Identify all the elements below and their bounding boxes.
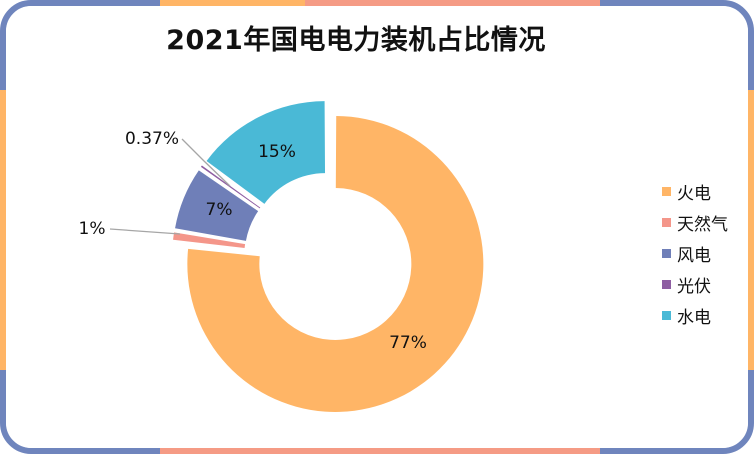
leader-line-4 bbox=[181, 138, 231, 187]
legend-item-4: 光伏 bbox=[662, 269, 742, 300]
slice-4 bbox=[200, 165, 261, 209]
legend-label: 风电 bbox=[677, 246, 711, 266]
legend-label: 火电 bbox=[677, 184, 711, 204]
legend-label: 光伏 bbox=[677, 277, 711, 297]
legend-swatch bbox=[662, 311, 671, 320]
data-label-5: 15% bbox=[258, 142, 296, 162]
data-label-2: 1% bbox=[79, 219, 106, 239]
legend-swatch bbox=[662, 249, 671, 258]
legend-swatch bbox=[662, 218, 671, 227]
legend-item-5: 水电 bbox=[662, 300, 742, 331]
legend-item-1: 火电 bbox=[662, 176, 742, 207]
slice-2 bbox=[173, 232, 246, 248]
legend-item-2: 天然气 bbox=[662, 207, 742, 238]
legend-swatch bbox=[662, 187, 671, 196]
data-label-4: 0.37% bbox=[125, 129, 179, 149]
legend-swatch bbox=[662, 280, 671, 289]
legend-label: 水电 bbox=[677, 308, 711, 328]
chart-legend: 火电天然气风电光伏水电 bbox=[662, 176, 742, 331]
legend-item-3: 风电 bbox=[662, 238, 742, 269]
data-label-1: 77% bbox=[389, 333, 427, 353]
data-label-3: 7% bbox=[206, 200, 233, 220]
slice-5 bbox=[206, 101, 326, 204]
leader-line-2 bbox=[109, 228, 181, 235]
chart-title: 2021年国电电力装机占比情况 bbox=[166, 25, 546, 56]
legend-label: 天然气 bbox=[677, 215, 728, 235]
slice-1 bbox=[187, 115, 484, 412]
slice-3 bbox=[175, 170, 259, 241]
